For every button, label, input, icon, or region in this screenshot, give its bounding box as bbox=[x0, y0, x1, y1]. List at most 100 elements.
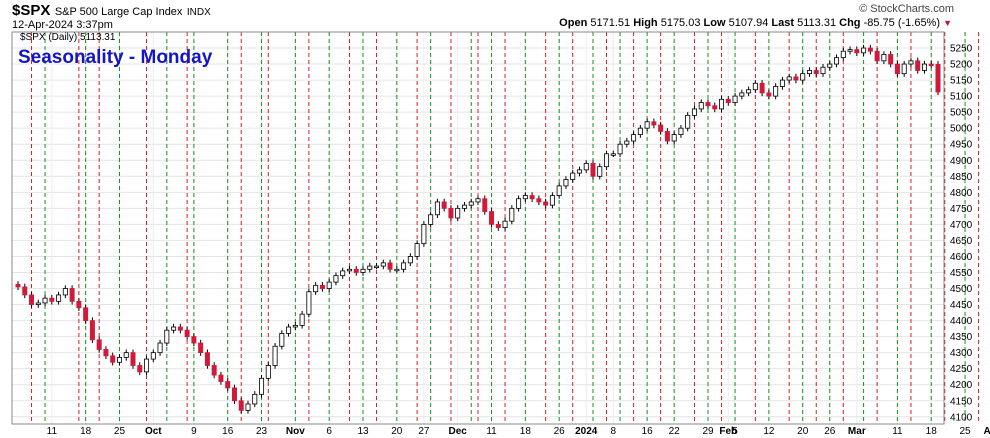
y-tick-label: 4850 bbox=[950, 172, 973, 183]
candle-body-down bbox=[96, 339, 102, 350]
candle-body-up bbox=[252, 393, 258, 405]
candle-body-down bbox=[103, 349, 109, 357]
candle-body-up bbox=[522, 195, 528, 200]
candle bbox=[786, 73, 792, 84]
candle-body-up bbox=[698, 102, 704, 110]
candle-body-up bbox=[265, 365, 271, 379]
candle-body-down bbox=[536, 198, 542, 203]
candle bbox=[495, 221, 501, 231]
candle bbox=[671, 131, 677, 145]
candle bbox=[76, 298, 82, 311]
y-tick-label: 4150 bbox=[950, 396, 973, 407]
series-legend: $SPX (Daily) 5113.31 bbox=[20, 32, 116, 43]
candle bbox=[576, 166, 582, 177]
candle-body-down bbox=[83, 307, 89, 321]
brand-label[interactable]: © StockCharts.com bbox=[859, 3, 954, 15]
candle bbox=[806, 67, 812, 77]
candle bbox=[286, 323, 292, 337]
candle bbox=[725, 96, 731, 106]
candle bbox=[664, 128, 670, 145]
x-tick-label: 18 bbox=[520, 426, 532, 437]
candle-body-up bbox=[556, 185, 562, 196]
candle-body-down bbox=[76, 300, 82, 309]
candle-body-up bbox=[834, 57, 840, 65]
candle bbox=[489, 208, 495, 228]
candle-body-down bbox=[184, 329, 190, 338]
y-tick-label: 4250 bbox=[950, 364, 973, 375]
y-tick-label: 4400 bbox=[950, 316, 973, 327]
candle-body-down bbox=[658, 124, 664, 132]
candle bbox=[401, 259, 407, 273]
low-value: 5107.94 bbox=[728, 17, 769, 29]
candle bbox=[834, 54, 840, 68]
x-tick-label: 16 bbox=[222, 426, 234, 437]
high-value: 5175.03 bbox=[660, 17, 701, 29]
candle-body-up bbox=[259, 377, 265, 395]
candle bbox=[583, 160, 589, 174]
candle bbox=[894, 60, 900, 77]
candle bbox=[394, 266, 400, 273]
candle-body-down bbox=[204, 352, 210, 366]
candle bbox=[482, 195, 488, 215]
candle bbox=[448, 205, 454, 222]
chg-label: Chg bbox=[839, 17, 861, 29]
candle-body-up bbox=[150, 352, 156, 360]
candle-body-up bbox=[908, 60, 914, 65]
candle bbox=[306, 288, 312, 318]
candle-body-up bbox=[144, 358, 150, 373]
x-tick-label: 27 bbox=[418, 426, 430, 437]
candle bbox=[29, 291, 35, 308]
candle bbox=[637, 124, 643, 138]
quote-bar: Open 5171.51 High 5175.03 Low 5107.94 La… bbox=[559, 17, 952, 29]
x-tick-label: 16 bbox=[642, 426, 654, 437]
candle-body-up bbox=[901, 63, 907, 75]
candle-body-up bbox=[56, 294, 62, 302]
candle-body-up bbox=[272, 345, 278, 366]
candle-body-down bbox=[22, 286, 28, 296]
candle-body-up bbox=[306, 291, 312, 315]
chg-value: -85.75 (-1.65%) bbox=[863, 17, 941, 29]
last-value: 5113.31 bbox=[797, 17, 837, 29]
seasonality-lines bbox=[31, 32, 980, 424]
candle-body-up bbox=[644, 121, 650, 129]
candle bbox=[89, 317, 95, 344]
candle bbox=[549, 192, 555, 209]
candle bbox=[658, 121, 664, 135]
candle bbox=[184, 327, 190, 340]
candle bbox=[678, 124, 684, 138]
candle bbox=[441, 198, 447, 212]
candle-body-down bbox=[89, 320, 95, 341]
candle-body-up bbox=[840, 50, 846, 59]
candle bbox=[231, 384, 237, 404]
candle bbox=[759, 80, 765, 97]
candle-body-down bbox=[705, 102, 711, 107]
candle bbox=[204, 349, 210, 369]
candle-body-up bbox=[583, 163, 589, 171]
candle-body-down bbox=[543, 201, 549, 206]
x-tick-label: 29 bbox=[702, 426, 714, 437]
candle-body-down bbox=[238, 400, 244, 411]
y-axis: 4100 4150 4200 4250 4300 4350 4400 4450 4500 4550… bbox=[950, 44, 973, 424]
y-tick-label: 4750 bbox=[950, 204, 973, 215]
candle bbox=[840, 48, 846, 61]
candle bbox=[313, 282, 319, 295]
candle-body-up bbox=[35, 302, 41, 305]
ticker-symbol[interactable]: $SPX bbox=[12, 2, 51, 19]
candle-body-up bbox=[333, 275, 339, 283]
x-tick-label: 20 bbox=[391, 426, 403, 437]
candle bbox=[888, 51, 894, 68]
x-tick-label: 25 bbox=[959, 426, 971, 437]
y-tick-label: 4900 bbox=[950, 156, 973, 167]
candle bbox=[123, 349, 129, 361]
candle bbox=[238, 397, 244, 414]
candle-body-down bbox=[664, 130, 670, 142]
candle bbox=[766, 89, 772, 100]
candle-body-up bbox=[563, 179, 569, 187]
candle-body-up bbox=[374, 265, 380, 268]
candle-body-down bbox=[894, 63, 900, 75]
candle bbox=[414, 240, 420, 260]
candle-body-down bbox=[759, 82, 765, 94]
candle-body-down bbox=[712, 105, 718, 110]
x-tick-label: 6 bbox=[326, 426, 332, 437]
